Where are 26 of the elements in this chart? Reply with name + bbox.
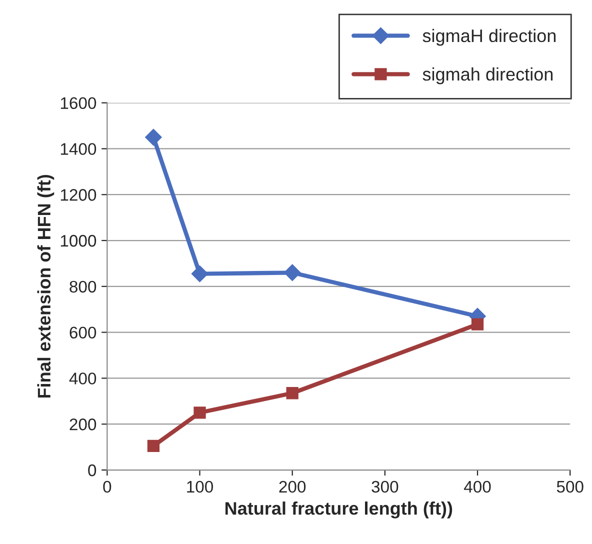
point: [194, 406, 206, 419]
x-tick-label: 300: [372, 480, 398, 493]
y-tick-label: 1000: [60, 234, 96, 247]
x-tick-label: 200: [279, 480, 306, 493]
x-tick-label: 100: [187, 480, 213, 493]
point: [284, 264, 301, 282]
legend-label: sigmaH direction: [422, 28, 556, 46]
point: [191, 265, 208, 282]
y-tick-label: 400: [69, 372, 96, 384]
x-tick-label: 0: [103, 480, 112, 493]
y-tick-label: 600: [70, 326, 96, 339]
point: [286, 387, 298, 400]
x-tick-label: 500: [556, 480, 584, 493]
x-axis-title: Natural fracture length (ft)): [225, 502, 452, 518]
y-axis-title: Final extension of HFN (ft): [37, 174, 54, 398]
y-tick-label: 1600: [60, 97, 96, 110]
y-tick-label: 1200: [60, 189, 96, 201]
x-tick-label: 400: [464, 480, 491, 493]
point: [471, 318, 484, 330]
y-tick-label: 0: [88, 464, 96, 476]
y-tick-label: 200: [70, 418, 96, 430]
legend-label: sigmah direction: [422, 67, 553, 84]
y-tick-label: 1400: [60, 143, 96, 155]
point: [147, 440, 160, 452]
y-tick-label: 800: [70, 280, 96, 293]
point: [145, 128, 162, 146]
